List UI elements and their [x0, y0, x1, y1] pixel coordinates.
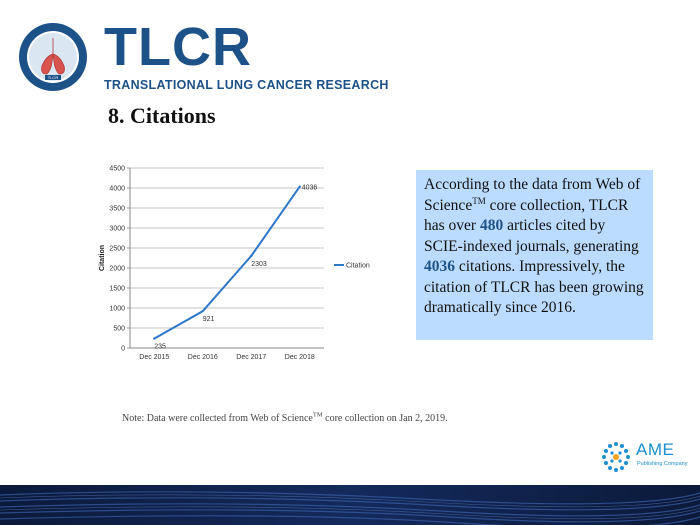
x-tick-label: Dec 2016: [188, 354, 218, 361]
publisher-name: AME: [636, 440, 675, 459]
citation-summary-box: According to the data from Web of Scienc…: [416, 170, 653, 340]
note-prefix: Note: Data were collected from Web of Sc…: [122, 413, 313, 424]
seal-inner-text: TLCR: [48, 75, 59, 80]
data-label: 921: [203, 316, 215, 323]
data-point: [250, 254, 253, 258]
tlcr-seal-logo: TLCR: [19, 23, 87, 91]
legend-label: Citation: [346, 263, 370, 270]
data-note: Note: Data were collected from Web of Sc…: [122, 411, 448, 424]
summary-text-3: articles cited by SCIE-indexed journals,…: [424, 217, 639, 255]
journal-subtitle: TRANSLATIONAL LUNG CANCER RESEARCH: [104, 78, 389, 92]
data-label: 2303: [251, 261, 267, 268]
data-point: [298, 185, 301, 188]
note-suffix: core collection on Jan 2, 2019.: [322, 413, 448, 424]
y-tick-label: 2000: [109, 266, 125, 273]
ame-dots-icon: [602, 442, 630, 472]
articles-count: 480: [479, 217, 504, 234]
note-trademark: TM: [312, 411, 323, 419]
data-label: 235: [154, 344, 166, 351]
summary-text-2: core collection, TLCR has over: [424, 196, 629, 235]
citations-count: 4036: [424, 258, 455, 275]
series-line-citation: [153, 185, 301, 340]
citation-line-chart: 0 500 1000 1500 2000 2500 3000 3500 4000 4500 Dec …: [99, 166, 370, 362]
y-tick-label: 1500: [109, 286, 125, 293]
summary-text-4: citations. Impressively, the citation of…: [424, 258, 644, 316]
y-tick-label: 3000: [109, 226, 125, 233]
data-point: [201, 309, 204, 313]
data-point: [153, 337, 156, 340]
summary-text-1: According to the data from Web of Scienc…: [424, 176, 641, 214]
y-tick-label: 4000: [109, 186, 125, 193]
footer-decorative-band: [0, 485, 700, 525]
data-label: 4036: [302, 185, 318, 192]
y-tick-label: 0: [121, 346, 125, 353]
y-tick-label: 500: [113, 326, 125, 333]
journal-logo-text: TLCR: [104, 17, 252, 77]
y-axis-label: Citation: [99, 245, 106, 271]
x-tick-label: Dec 2018: [285, 354, 315, 361]
y-tick-label: 1000: [109, 306, 125, 313]
x-tick-label: Dec 2015: [139, 354, 169, 361]
x-tick-label: Dec 2017: [236, 354, 266, 361]
y-tick-label: 4500: [109, 166, 125, 173]
section-title: 8. Citations: [108, 103, 216, 128]
trademark-sup: TM: [472, 195, 486, 206]
publisher-subtitle: Publishing Company: [637, 461, 688, 467]
y-tick-label: 3500: [109, 206, 125, 213]
y-tick-label: 2500: [109, 246, 125, 253]
